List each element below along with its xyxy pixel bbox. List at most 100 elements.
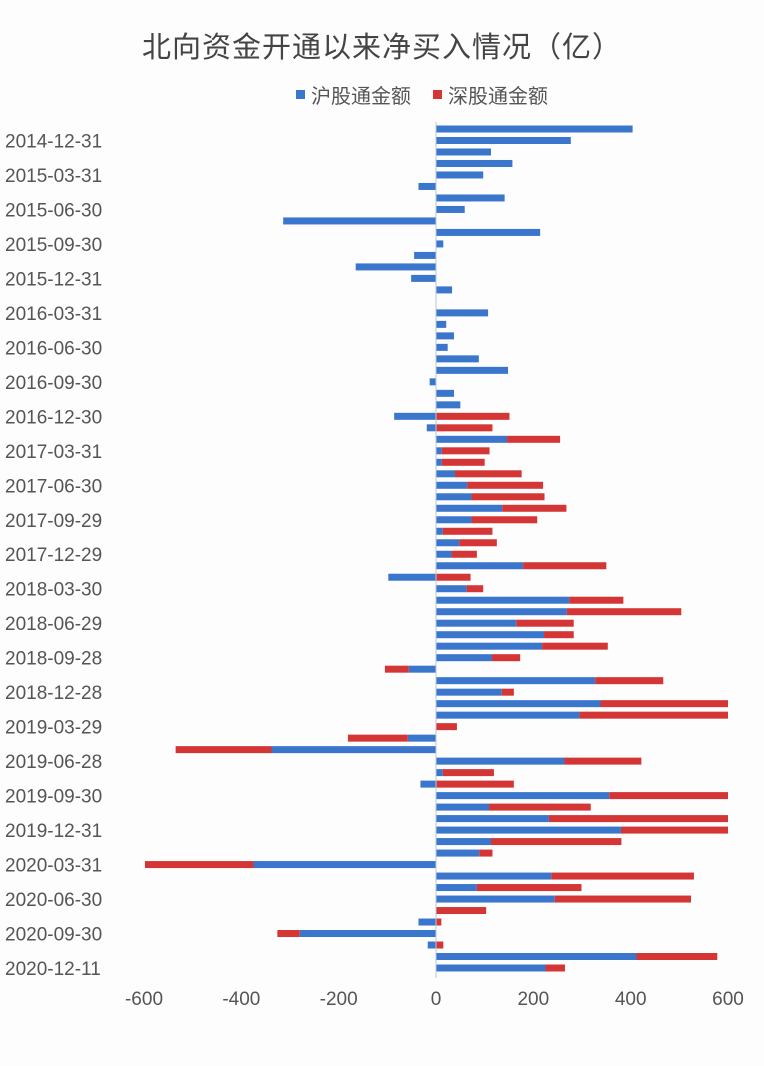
bar-sh [436,389,455,397]
bar-sz [459,539,497,547]
bar-sz [542,642,608,650]
x-tick-label: 0 [431,989,442,1010]
legend-item-sz: 深股通金额 [433,80,548,109]
category-label: 2020-12-11 [5,959,101,980]
category-label: 2017-12-29 [5,545,102,566]
bar-sz [551,872,694,880]
bar-sh [436,240,444,248]
bar-sz [620,826,728,834]
category-label: 2019-06-28 [5,752,102,773]
bar-sh [436,493,472,501]
bar-sh [407,734,436,742]
bar-sh [436,964,546,972]
bar-sz [554,895,692,903]
bar-sh [436,688,502,696]
category-label: 2019-03-29 [5,718,102,739]
bar-sh [436,539,460,547]
bar-sh [436,769,443,777]
legend-label-sz: 深股通金额 [448,84,548,108]
bar-sh [436,757,565,765]
bar-sh [436,458,442,466]
bar-sh [436,148,491,156]
category-label: 2017-03-31 [5,442,102,463]
bar-sh [436,309,489,317]
bar-sz [144,861,254,869]
bar-sz [436,424,493,432]
bar-sh [427,941,436,949]
category-label: 2016-09-30 [5,373,102,394]
bar-sh [436,550,452,558]
bar-sh [436,481,468,489]
bar-sh [299,930,436,938]
category-label: 2017-09-29 [5,511,102,532]
category-label: 2016-12-30 [5,407,102,428]
bar-sh [436,470,455,478]
bar-sh [408,665,436,673]
bar-sh [436,355,479,363]
bar-sh [418,918,436,926]
bar-sz [636,953,718,961]
bar-sh [418,182,436,190]
category-label: 2016-06-30 [5,338,102,359]
bar-sh [271,746,436,754]
bar-sh [436,631,545,639]
bar-sz [175,746,272,754]
legend-item-sh: 沪股通金额 [296,80,411,109]
bar-sz [545,964,565,972]
legend: 沪股通金额 深股通金额 [296,80,548,109]
bar-sz [566,608,682,616]
bar-sz [476,884,582,892]
category-label: 2017-06-30 [5,476,102,497]
bar-sz [600,700,728,708]
bar-sh [436,527,443,535]
bar-sh [436,366,509,374]
bar-sz [516,619,574,627]
bar-sh [355,263,436,271]
bar-sh [436,228,541,236]
chart-title: 北向资金开通以来净买入情况（亿） [141,30,622,64]
bar-sz [436,941,444,949]
legend-swatch-sz [433,90,442,99]
bar-sz [523,562,607,570]
category-label: 2018-09-28 [5,649,102,670]
bar-sh [436,447,442,455]
category-label: 2015-06-30 [5,200,102,221]
bar-sz [548,815,728,823]
bar-sz [436,907,487,915]
bar-sh [436,585,467,593]
x-tick-label: 600 [712,989,744,1010]
bar-sz [489,803,591,811]
category-label: 2016-03-31 [5,304,102,325]
bar-sz [502,504,567,512]
bar-sz [544,631,574,639]
category-label: 2020-06-30 [5,890,102,911]
bar-sh [388,573,436,581]
bar-sh [436,205,465,213]
bar-sz [436,573,471,581]
bar-sh [436,320,447,328]
bar-sh [436,504,503,512]
bar-sz [479,849,493,857]
bar-sz [467,481,544,489]
category-label: 2019-09-30 [5,787,102,808]
bar-sh [436,286,453,294]
bar-sh [436,792,610,800]
category-label: 2014-12-31 [5,131,102,152]
bar-sh [436,826,621,834]
category-label: 2015-09-30 [5,235,102,256]
bar-sz [436,918,442,926]
bar-sz [347,734,408,742]
category-label: 2020-03-31 [5,856,102,877]
bar-sh [436,619,517,627]
bar-sz [451,550,477,558]
bar-sz [507,435,561,443]
bar-sh [436,884,477,892]
bar-sz [277,930,300,938]
bar-sh [436,700,601,708]
bar-sz [491,654,521,662]
bar-sz [436,780,514,788]
bar-sh [436,136,571,144]
bar-sh [436,872,552,880]
category-label: 2019-12-31 [5,821,102,842]
bar-sh [436,815,549,823]
